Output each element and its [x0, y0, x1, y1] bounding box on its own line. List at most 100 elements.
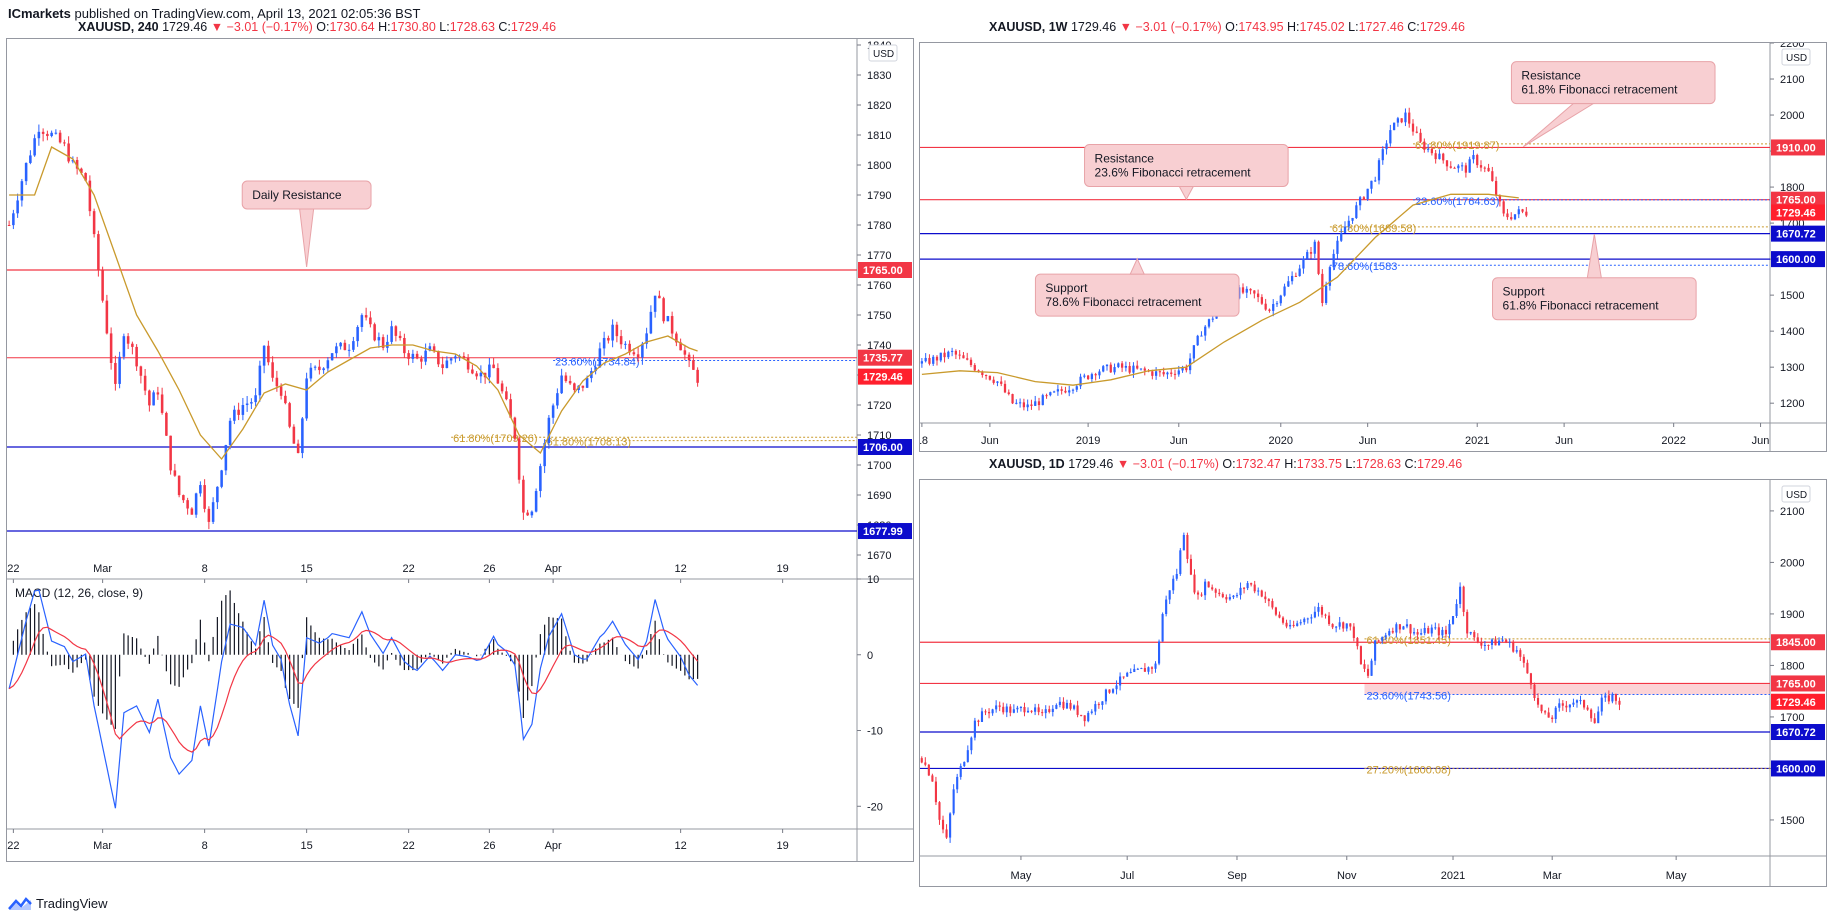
candle-body — [1324, 614, 1327, 616]
x-tick-label: 22 — [7, 563, 19, 575]
currency-box — [868, 44, 898, 62]
price-tag-label: 1910.00 — [1776, 142, 1816, 154]
candle-body — [1426, 148, 1430, 150]
y-tick-label: 1700 — [867, 460, 891, 472]
candle-body — [928, 357, 931, 364]
candle-body — [1476, 637, 1479, 642]
candle-body — [649, 311, 653, 334]
candle-body — [122, 336, 126, 357]
candle-body — [1494, 639, 1497, 646]
candle-body — [1483, 167, 1486, 169]
candle-body — [1358, 197, 1362, 206]
candle-body — [1044, 709, 1047, 714]
candle-body — [675, 333, 678, 343]
y-tick-label: 2100 — [1780, 506, 1804, 518]
candle-body — [1338, 622, 1341, 627]
candle-body — [1068, 390, 1071, 393]
legend-price: 1729.46 — [1068, 457, 1114, 471]
candle-body — [641, 343, 644, 358]
candle-body — [1508, 641, 1511, 643]
candle-body — [1136, 365, 1139, 369]
candle-body — [420, 358, 423, 362]
chart-w1-svg[interactable]: 1200130014001500160017001800190020002100… — [920, 43, 1826, 451]
candle-body — [1366, 668, 1370, 676]
x-tick-label: May — [1666, 870, 1687, 882]
candle-body — [1593, 718, 1596, 724]
candle-body — [1173, 373, 1177, 375]
candle-body — [1186, 534, 1189, 559]
candle-body — [1292, 624, 1295, 626]
candle-body — [67, 143, 70, 162]
candle-body — [1415, 131, 1418, 133]
candle-body — [1246, 583, 1249, 589]
candle-body — [1335, 626, 1338, 628]
candle-body — [1413, 632, 1416, 634]
candle-body — [428, 346, 432, 351]
candle-body — [938, 802, 941, 820]
fib-label: 61.80%(1708.13) — [547, 437, 631, 449]
candle-body — [526, 512, 529, 516]
candle-body — [169, 435, 172, 471]
candle-body — [1019, 707, 1022, 709]
price-tag — [1771, 225, 1825, 242]
macd-tick-label: -10 — [867, 726, 883, 738]
candle-body — [1193, 574, 1196, 593]
legend-symbol[interactable]: XAUUSD, 1D — [989, 457, 1065, 471]
x-tick-label: 19 — [777, 840, 789, 852]
candle-body — [1332, 253, 1335, 268]
candle-body — [1455, 603, 1458, 617]
legend-symbol[interactable]: XAUUSD, 1W — [989, 20, 1068, 34]
candle-body — [1165, 599, 1168, 615]
candle-body — [1317, 606, 1320, 612]
candle-body — [1129, 672, 1132, 674]
candle-body — [1196, 335, 1199, 346]
y-tick-label: 1780 — [867, 220, 891, 232]
candle-body — [1575, 700, 1579, 703]
candle-body — [199, 485, 202, 494]
candle-body — [1366, 188, 1369, 200]
legend-low: 1728.63 — [1355, 457, 1402, 471]
legend-close: 1729.46 — [510, 20, 557, 34]
candle-body — [1420, 633, 1423, 635]
candle-body — [373, 324, 376, 341]
candle-body — [1377, 160, 1381, 181]
chart-d1-svg[interactable]: 1500160017001800190020002100USDMayJulSep… — [920, 480, 1826, 886]
callout-text: 78.6% Fibonacci retracement — [1045, 295, 1202, 309]
candle-body — [1136, 668, 1139, 670]
chart-h4-svg[interactable]: 1670168016901700171017201730174017501760… — [7, 39, 913, 861]
y-tick-label: 1670 — [867, 550, 891, 562]
x-tick-label: Jun — [1752, 435, 1770, 447]
candle-body — [1430, 148, 1434, 154]
y-tick-label: 1500 — [1780, 815, 1804, 827]
legend-low: 1727.46 — [1358, 20, 1404, 34]
candle-body — [1313, 241, 1316, 254]
candle-body — [1427, 628, 1430, 634]
candle-body — [670, 316, 674, 334]
candle-body — [920, 758, 923, 763]
candle-body — [924, 357, 927, 362]
legend-symbol[interactable]: XAUUSD, 240 — [78, 20, 159, 34]
candle-body — [1370, 660, 1373, 676]
chart-pane-h4[interactable]: 1670168016901700171017201730174017501760… — [6, 38, 914, 862]
candle-body — [556, 393, 559, 406]
price-tag — [858, 262, 912, 278]
candle-body — [1310, 617, 1313, 619]
candle-body — [1521, 209, 1524, 212]
y-tick-label: 1500 — [1780, 290, 1804, 302]
candle-body — [63, 142, 66, 144]
candle-body — [237, 409, 240, 415]
chart-pane-d1[interactable]: 1500160017001800190020002100USDMayJulSep… — [919, 479, 1827, 887]
y-tick-label: 2000 — [1780, 110, 1804, 122]
candle-body — [1124, 365, 1128, 368]
candle-body — [683, 350, 687, 355]
candle-body — [958, 354, 961, 356]
publisher-name[interactable]: ICmarkets — [8, 6, 71, 21]
candle-body — [1143, 668, 1146, 672]
last-price-label: 1729.46 — [863, 372, 903, 384]
candle-body — [1519, 650, 1522, 657]
candle-body — [1510, 217, 1513, 220]
tradingview-footer[interactable]: TradingView — [8, 896, 108, 911]
candle-body — [1340, 232, 1343, 241]
candle-body — [105, 300, 109, 334]
chart-pane-w1[interactable]: 1200130014001500160017001800190020002100… — [919, 42, 1827, 452]
